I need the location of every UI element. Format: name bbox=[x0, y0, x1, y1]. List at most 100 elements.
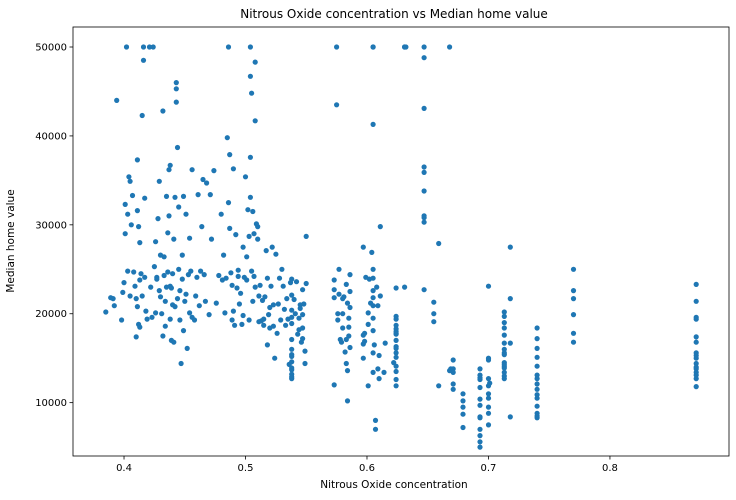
data-point bbox=[570, 330, 577, 336]
data-point bbox=[421, 55, 427, 61]
data-point bbox=[292, 311, 298, 317]
data-point bbox=[121, 280, 127, 286]
data-point bbox=[300, 312, 306, 318]
data-point bbox=[336, 266, 342, 272]
data-point bbox=[302, 348, 308, 354]
data-point bbox=[372, 417, 379, 423]
x-axis-label: Nitrous Oxide concentration bbox=[320, 479, 467, 491]
data-point bbox=[255, 224, 261, 230]
data-point bbox=[485, 376, 492, 382]
data-point bbox=[196, 303, 202, 309]
data-point bbox=[110, 296, 116, 302]
y-tick-label: 10000 bbox=[35, 398, 67, 409]
data-point bbox=[153, 310, 159, 316]
data-point bbox=[289, 359, 295, 365]
data-point bbox=[507, 244, 513, 250]
data-point bbox=[303, 280, 309, 287]
data-point bbox=[128, 222, 134, 228]
data-point bbox=[693, 364, 699, 370]
data-point bbox=[159, 311, 165, 317]
data-point bbox=[534, 363, 540, 369]
data-point bbox=[114, 97, 120, 103]
data-point bbox=[144, 316, 150, 322]
data-point bbox=[393, 337, 399, 343]
data-point bbox=[160, 333, 166, 339]
data-point bbox=[501, 346, 507, 352]
data-point bbox=[365, 321, 371, 327]
data-point bbox=[252, 284, 258, 290]
x-tick-label: 0.5 bbox=[238, 463, 254, 474]
data-point bbox=[132, 283, 138, 289]
data-point bbox=[137, 240, 143, 246]
data-point bbox=[376, 352, 382, 359]
data-point bbox=[693, 352, 699, 359]
data-point bbox=[534, 345, 540, 351]
data-point bbox=[195, 192, 201, 198]
data-point bbox=[129, 192, 136, 199]
data-point bbox=[289, 314, 295, 320]
data-point bbox=[216, 272, 222, 279]
data-point bbox=[293, 279, 300, 285]
data-point bbox=[187, 235, 193, 241]
data-point bbox=[278, 317, 284, 323]
data-point bbox=[176, 204, 182, 210]
data-point bbox=[177, 288, 183, 294]
data-point bbox=[370, 288, 376, 294]
data-point bbox=[344, 398, 351, 404]
data-point bbox=[154, 276, 160, 282]
data-point bbox=[123, 44, 130, 50]
data-point bbox=[485, 391, 492, 397]
data-point bbox=[283, 322, 289, 328]
data-point bbox=[296, 315, 302, 321]
data-point bbox=[182, 298, 188, 304]
data-point bbox=[232, 322, 238, 328]
data-point bbox=[246, 233, 252, 239]
data-point bbox=[381, 369, 387, 375]
data-point bbox=[501, 313, 507, 319]
data-point bbox=[485, 357, 492, 363]
data-point bbox=[267, 304, 273, 311]
data-point bbox=[346, 333, 352, 339]
data-point bbox=[347, 344, 353, 351]
data-point bbox=[160, 108, 166, 114]
data-point bbox=[477, 402, 483, 408]
data-point bbox=[170, 271, 176, 277]
data-point bbox=[403, 44, 409, 50]
data-point bbox=[371, 342, 377, 348]
data-point bbox=[261, 322, 267, 328]
data-point bbox=[272, 355, 278, 361]
data-point bbox=[150, 44, 156, 50]
x-tick-label: 0.7 bbox=[481, 463, 497, 474]
data-point bbox=[281, 306, 287, 312]
data-point bbox=[137, 324, 143, 330]
y-axis-label: Median home value bbox=[5, 189, 17, 292]
data-point bbox=[183, 211, 189, 217]
data-point bbox=[376, 376, 382, 382]
data-point bbox=[377, 224, 383, 230]
data-point bbox=[570, 266, 577, 272]
data-point bbox=[103, 309, 109, 315]
data-point bbox=[261, 316, 267, 322]
data-point bbox=[165, 230, 171, 236]
data-point bbox=[370, 295, 376, 301]
data-point bbox=[370, 328, 376, 334]
data-point bbox=[257, 282, 263, 288]
chart-title: Nitrous Oxide concentration vs Median ho… bbox=[240, 7, 548, 21]
data-point bbox=[485, 404, 492, 410]
data-point bbox=[227, 225, 233, 231]
y-tick-label: 40000 bbox=[35, 131, 67, 142]
data-point bbox=[340, 325, 346, 331]
data-point bbox=[171, 236, 177, 242]
data-point bbox=[534, 325, 540, 331]
data-point bbox=[208, 236, 215, 242]
data-point bbox=[300, 336, 306, 342]
data-point bbox=[421, 188, 427, 194]
data-point bbox=[289, 320, 295, 327]
data-point bbox=[149, 314, 155, 320]
data-point bbox=[270, 302, 276, 308]
data-point bbox=[393, 316, 399, 322]
data-point bbox=[382, 340, 388, 346]
data-point bbox=[136, 224, 142, 230]
data-point bbox=[194, 274, 200, 280]
